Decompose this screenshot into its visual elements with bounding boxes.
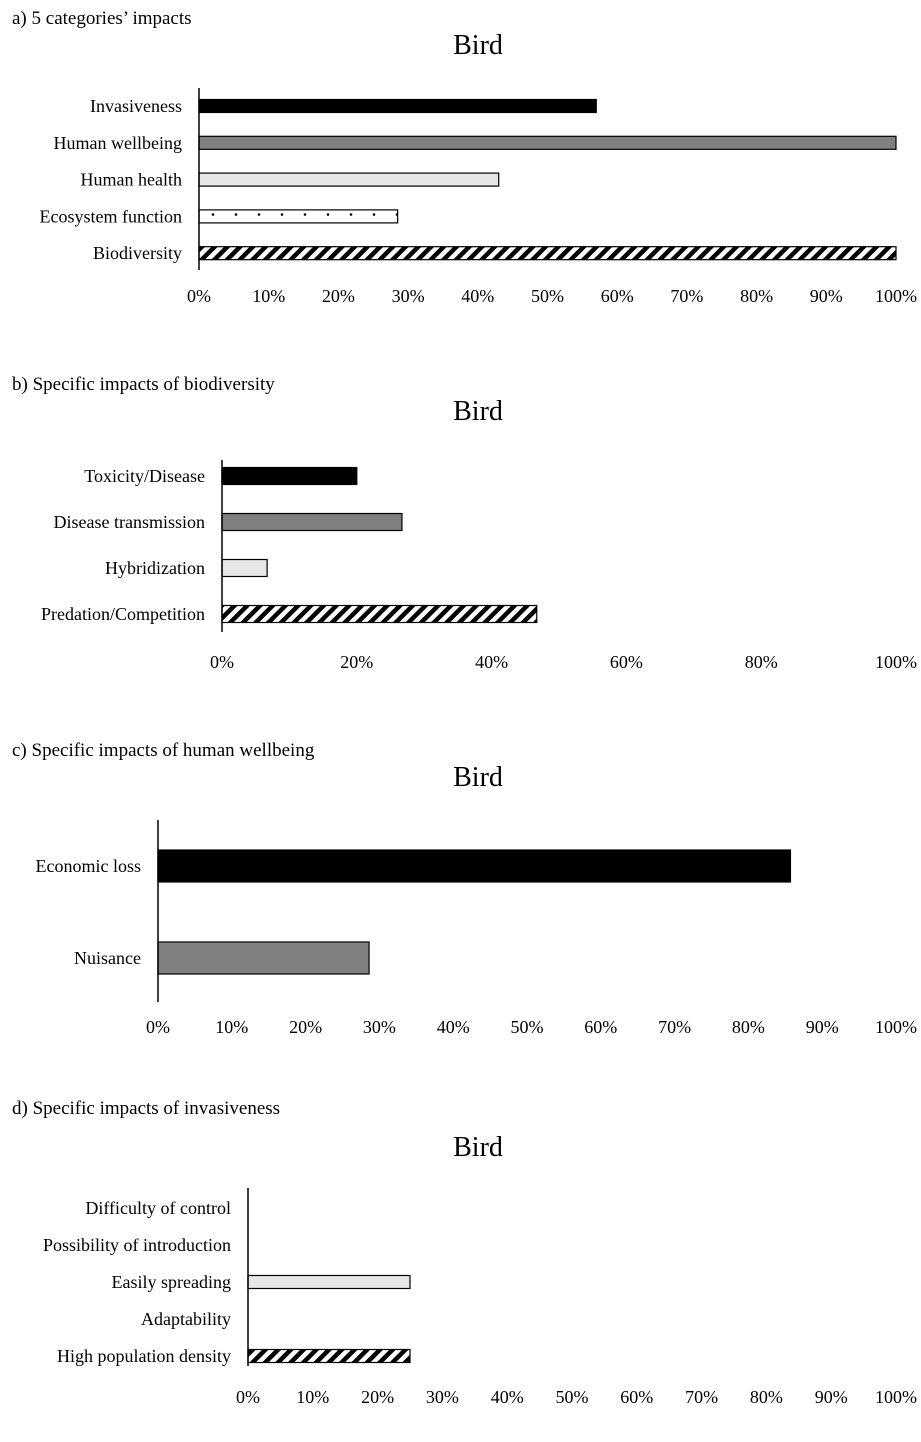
x-tick-label: 20% — [340, 652, 373, 672]
category-label: Difficulty of control — [85, 1198, 231, 1218]
x-tick-label: 100% — [875, 286, 917, 306]
bar-toxicity-disease — [221, 466, 358, 486]
x-tick-label: 60% — [584, 1017, 617, 1037]
bar-invasiveness — [198, 98, 597, 114]
category-label: Adaptability — [141, 1309, 231, 1329]
x-tick-label: 50% — [511, 1017, 544, 1037]
x-tick-label: 70% — [685, 1387, 718, 1407]
category-label: Ecosystem function — [40, 206, 182, 226]
x-tick-label: 100% — [875, 1387, 917, 1407]
chart-title: Bird — [453, 1132, 503, 1163]
x-tick-label: 50% — [556, 1387, 589, 1407]
bar-human-wellbeing — [198, 135, 897, 150]
category-label: Human wellbeing — [54, 133, 182, 153]
category-label: Biodiversity — [93, 243, 182, 263]
x-tick-label: 90% — [815, 1387, 848, 1407]
bar-nuisance — [157, 941, 370, 975]
x-tick-label: 100% — [875, 1017, 917, 1037]
chart-title: Bird — [453, 762, 503, 793]
bar-predation-competition — [221, 604, 538, 624]
category-label: Possibility of introduction — [43, 1235, 231, 1255]
x-tick-label: 80% — [745, 652, 778, 672]
x-tick-label: 10% — [296, 1387, 329, 1407]
x-tick-label: 50% — [531, 286, 564, 306]
category-label: Predation/Competition — [41, 604, 205, 624]
x-tick-label: 10% — [215, 1017, 248, 1037]
category-label: Nuisance — [74, 948, 141, 968]
bar-hybridization — [221, 558, 268, 578]
panel-c: c) Specific impacts of human wellbeing B… — [0, 732, 921, 1084]
panel-d: d) Specific impacts of invasiveness Bird… — [0, 1090, 921, 1442]
x-tick-label: 40% — [491, 1387, 524, 1407]
bar-ecosystem-function — [198, 209, 399, 224]
category-label: Human health — [81, 170, 182, 190]
bar-economic-loss — [157, 849, 792, 883]
chart-title: Bird — [453, 30, 503, 61]
x-tick-label: 0% — [146, 1017, 170, 1037]
bar-easily-spreading — [247, 1274, 411, 1290]
x-tick-label: 0% — [210, 652, 234, 672]
x-tick-label: 80% — [750, 1387, 783, 1407]
bar-high-population-density — [247, 1348, 411, 1364]
chart-c: Bird Economic loss Nuisance 0% 10% 20% 30% 40% 5… — [36, 762, 918, 1037]
category-label: High population density — [57, 1346, 231, 1366]
x-tick-label: 0% — [187, 286, 211, 306]
x-tick-label: 30% — [426, 1387, 459, 1407]
panel-d-label: d) Specific impacts of invasiveness — [12, 1098, 281, 1119]
panel-c-label: c) Specific impacts of human wellbeing — [12, 740, 315, 761]
x-tick-label: 60% — [620, 1387, 653, 1407]
bar-human-health — [198, 172, 500, 187]
category-label: Economic loss — [36, 856, 142, 876]
panel-a-label: a) 5 categories’ impacts — [12, 8, 192, 29]
x-tick-label: 60% — [601, 286, 634, 306]
x-tick-label: 30% — [392, 286, 425, 306]
x-tick-label: 0% — [236, 1387, 260, 1407]
panel-a: a) 5 categories’ impacts Bird Invasivenes… — [0, 0, 921, 352]
x-tick-label: 90% — [806, 1017, 839, 1037]
category-label: Invasiveness — [90, 96, 182, 116]
chart-title: Bird — [453, 396, 503, 427]
x-tick-label: 20% — [361, 1387, 394, 1407]
x-tick-label: 40% — [461, 286, 494, 306]
x-tick-label: 80% — [732, 1017, 765, 1037]
x-tick-label: 90% — [810, 286, 843, 306]
category-label: Hybridization — [105, 558, 205, 578]
bar-biodiversity — [198, 246, 897, 261]
x-tick-label: 80% — [740, 286, 773, 306]
category-label: Easily spreading — [112, 1272, 231, 1292]
category-label: Toxicity/Disease — [84, 466, 205, 486]
x-tick-label: 70% — [658, 1017, 691, 1037]
x-tick-label: 70% — [670, 286, 703, 306]
category-label: Disease transmission — [54, 512, 205, 532]
chart-d: Bird Difficulty of control Possibility of … — [43, 1132, 917, 1407]
chart-b: Bird Toxicity/Disease Disease transmission… — [41, 396, 917, 672]
x-tick-label: 20% — [289, 1017, 322, 1037]
x-tick-label: 30% — [363, 1017, 396, 1037]
panel-b-label: b) Specific impacts of biodiversity — [12, 374, 275, 395]
bar-disease-transmission — [221, 512, 403, 532]
x-tick-label: 10% — [252, 286, 285, 306]
x-tick-label: 40% — [437, 1017, 470, 1037]
x-tick-label: 60% — [610, 652, 643, 672]
panel-b: b) Specific impacts of biodiversity Bird… — [0, 366, 921, 718]
chart-a: Bird Invasiveness Human wellbeing Human hea… — [40, 30, 917, 306]
x-tick-label: 20% — [322, 286, 355, 306]
x-tick-label: 40% — [475, 652, 508, 672]
x-tick-label: 100% — [875, 652, 917, 672]
